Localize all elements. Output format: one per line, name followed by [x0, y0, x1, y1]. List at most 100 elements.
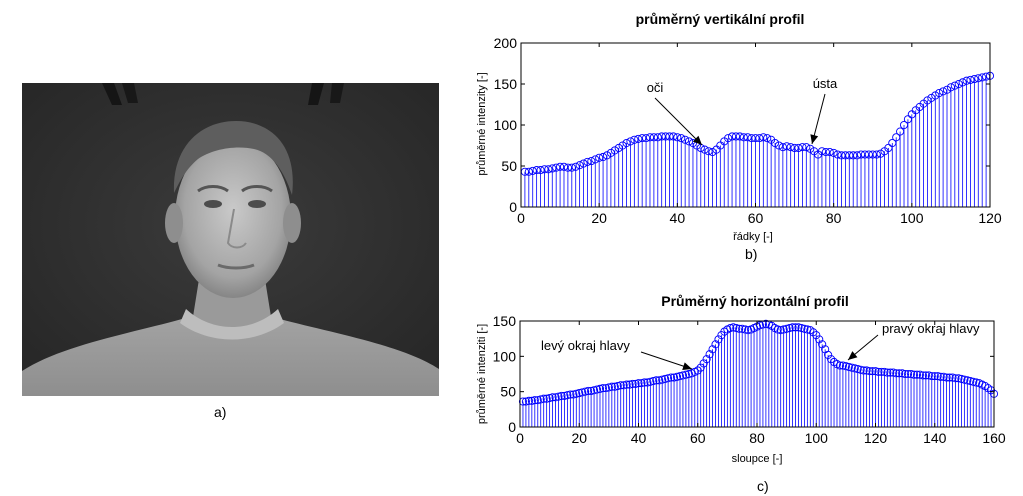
chart2-data-point	[853, 365, 862, 374]
chart1-data-point	[817, 147, 826, 156]
chart1-data-point	[759, 133, 768, 142]
chart1-ticks: 0 20 40 60 80 100 120 0 50 100 150 200	[494, 35, 1002, 226]
chart1-xtick-label: 80	[826, 210, 842, 226]
chart2-data-point	[841, 362, 850, 371]
chart2-data-point	[598, 384, 608, 393]
chart1-data-point	[743, 133, 752, 142]
chart1-annotation-arrowhead	[810, 134, 819, 144]
horizontal-profile-chart: Průměrný horizontální profil sloupce [-]…	[476, 293, 1006, 465]
chart1-data-point	[685, 137, 694, 146]
chart1-annotations: oči ústa	[647, 76, 838, 146]
chart2-data-point	[812, 331, 821, 340]
chart2-ytick-label: 50	[500, 384, 516, 400]
chart2-data-point	[809, 328, 818, 337]
chart2-data-point	[619, 381, 628, 390]
chart2-data-point	[670, 373, 679, 382]
chart2-xtick-label: 40	[631, 430, 647, 446]
chart1-annotation-label: oči	[647, 80, 664, 95]
chart2-data-point	[604, 383, 613, 392]
chart2-data-point	[886, 368, 895, 377]
chart2-data-point	[563, 391, 572, 400]
portrait-photo	[22, 83, 439, 396]
chart2-data-point	[539, 394, 548, 403]
chart2-data-point	[616, 381, 625, 390]
chart1-ytick-label: 100	[494, 117, 518, 133]
chart1-xtick-label: 100	[900, 210, 924, 226]
chart1-data-point	[825, 148, 834, 157]
chart2-data-point	[592, 385, 602, 394]
chart2-xtick-label: 140	[923, 430, 947, 446]
chart2-data-point	[533, 396, 542, 405]
chart2-data-point	[909, 370, 919, 379]
chart2-data-point	[702, 355, 711, 364]
chart2-data-point	[862, 366, 871, 375]
chart2-xlabel: sloupce [-]	[732, 453, 783, 465]
chart2-data-point	[850, 364, 859, 373]
chart2-data-point	[664, 374, 673, 383]
chart2-data-point	[907, 369, 916, 379]
chart2-data-point	[581, 387, 590, 396]
chart1-data-point	[806, 144, 815, 153]
chart2-data-point	[755, 321, 765, 330]
chart2-data-point	[824, 350, 833, 359]
chart2-data-point	[954, 374, 963, 383]
chart2-data-point	[779, 325, 788, 334]
chart2-data-point	[634, 379, 643, 388]
chart2-data-point	[661, 374, 670, 383]
chart1-stem-series	[520, 71, 995, 207]
chart2-data-point	[699, 359, 708, 368]
chart1-ytick-label: 0	[509, 199, 517, 215]
chart2-data-point	[530, 396, 539, 405]
chart2-data-point	[794, 323, 803, 332]
chart2-data-point	[948, 373, 957, 382]
chart1-data-point	[763, 134, 772, 143]
chart2-data-point	[607, 382, 616, 391]
chart1-data-point	[829, 148, 838, 157]
chart2-data-point	[785, 324, 794, 333]
chart2-data-point	[741, 325, 750, 334]
chart2-data-point	[672, 372, 682, 381]
chart1-annotation-arrowhead	[692, 135, 702, 145]
chart2-data-point	[667, 373, 676, 382]
chart2-ticks: 0 20 40 60 80 100 120 140 160 0 50 100 150	[493, 313, 1006, 446]
chart2-data-point	[584, 386, 593, 396]
chart2-data-point	[782, 324, 791, 333]
chart1-data-point	[688, 138, 698, 148]
chart2-data-point	[637, 379, 646, 388]
chart2-data-point	[835, 361, 845, 370]
chart2-data-point	[895, 369, 904, 378]
chart2-data-point	[587, 386, 596, 396]
chart2-data-point	[735, 324, 744, 333]
chart1-data-point	[673, 133, 682, 142]
panel-label-a: a)	[214, 404, 227, 420]
chart2-xtick-label: 20	[571, 430, 587, 446]
chart2-data-point	[877, 367, 886, 376]
chart2-data-point	[844, 362, 853, 371]
chart1-xtick-label: 40	[670, 210, 686, 226]
chart2-data-point	[613, 381, 622, 391]
chart2-data-point	[818, 340, 827, 349]
chart2-data-point	[681, 370, 690, 379]
chart2-data-point	[791, 323, 800, 332]
chart2-data-point	[933, 372, 942, 381]
chart2-data-point	[536, 395, 545, 404]
chart2-data-point	[797, 324, 806, 333]
chart1-data-point	[677, 134, 686, 143]
chart2-data-point	[815, 335, 824, 344]
chart2-data-point	[578, 388, 587, 397]
chart2-data-point	[542, 394, 551, 403]
chart2-ytick-label: 0	[508, 419, 516, 435]
chart2-data-point	[856, 365, 865, 374]
chart2-data-point	[918, 371, 927, 380]
chart2-annotation-arrowhead	[682, 362, 692, 370]
chart2-data-point	[957, 374, 966, 383]
chart2-data-point	[572, 389, 581, 398]
vertical-profile-chart: průměrný vertikální profil řádky [-] prů…	[476, 11, 1002, 243]
chart2-xtick-label: 120	[864, 430, 888, 446]
chart2-data-point	[963, 376, 972, 385]
chart2-annotation-arrowhead	[848, 351, 858, 360]
chart2-data-point	[776, 326, 785, 335]
chart1-ytick-label: 150	[494, 76, 518, 92]
chart2-data-point	[912, 370, 922, 379]
chart2-data-point	[643, 378, 652, 387]
